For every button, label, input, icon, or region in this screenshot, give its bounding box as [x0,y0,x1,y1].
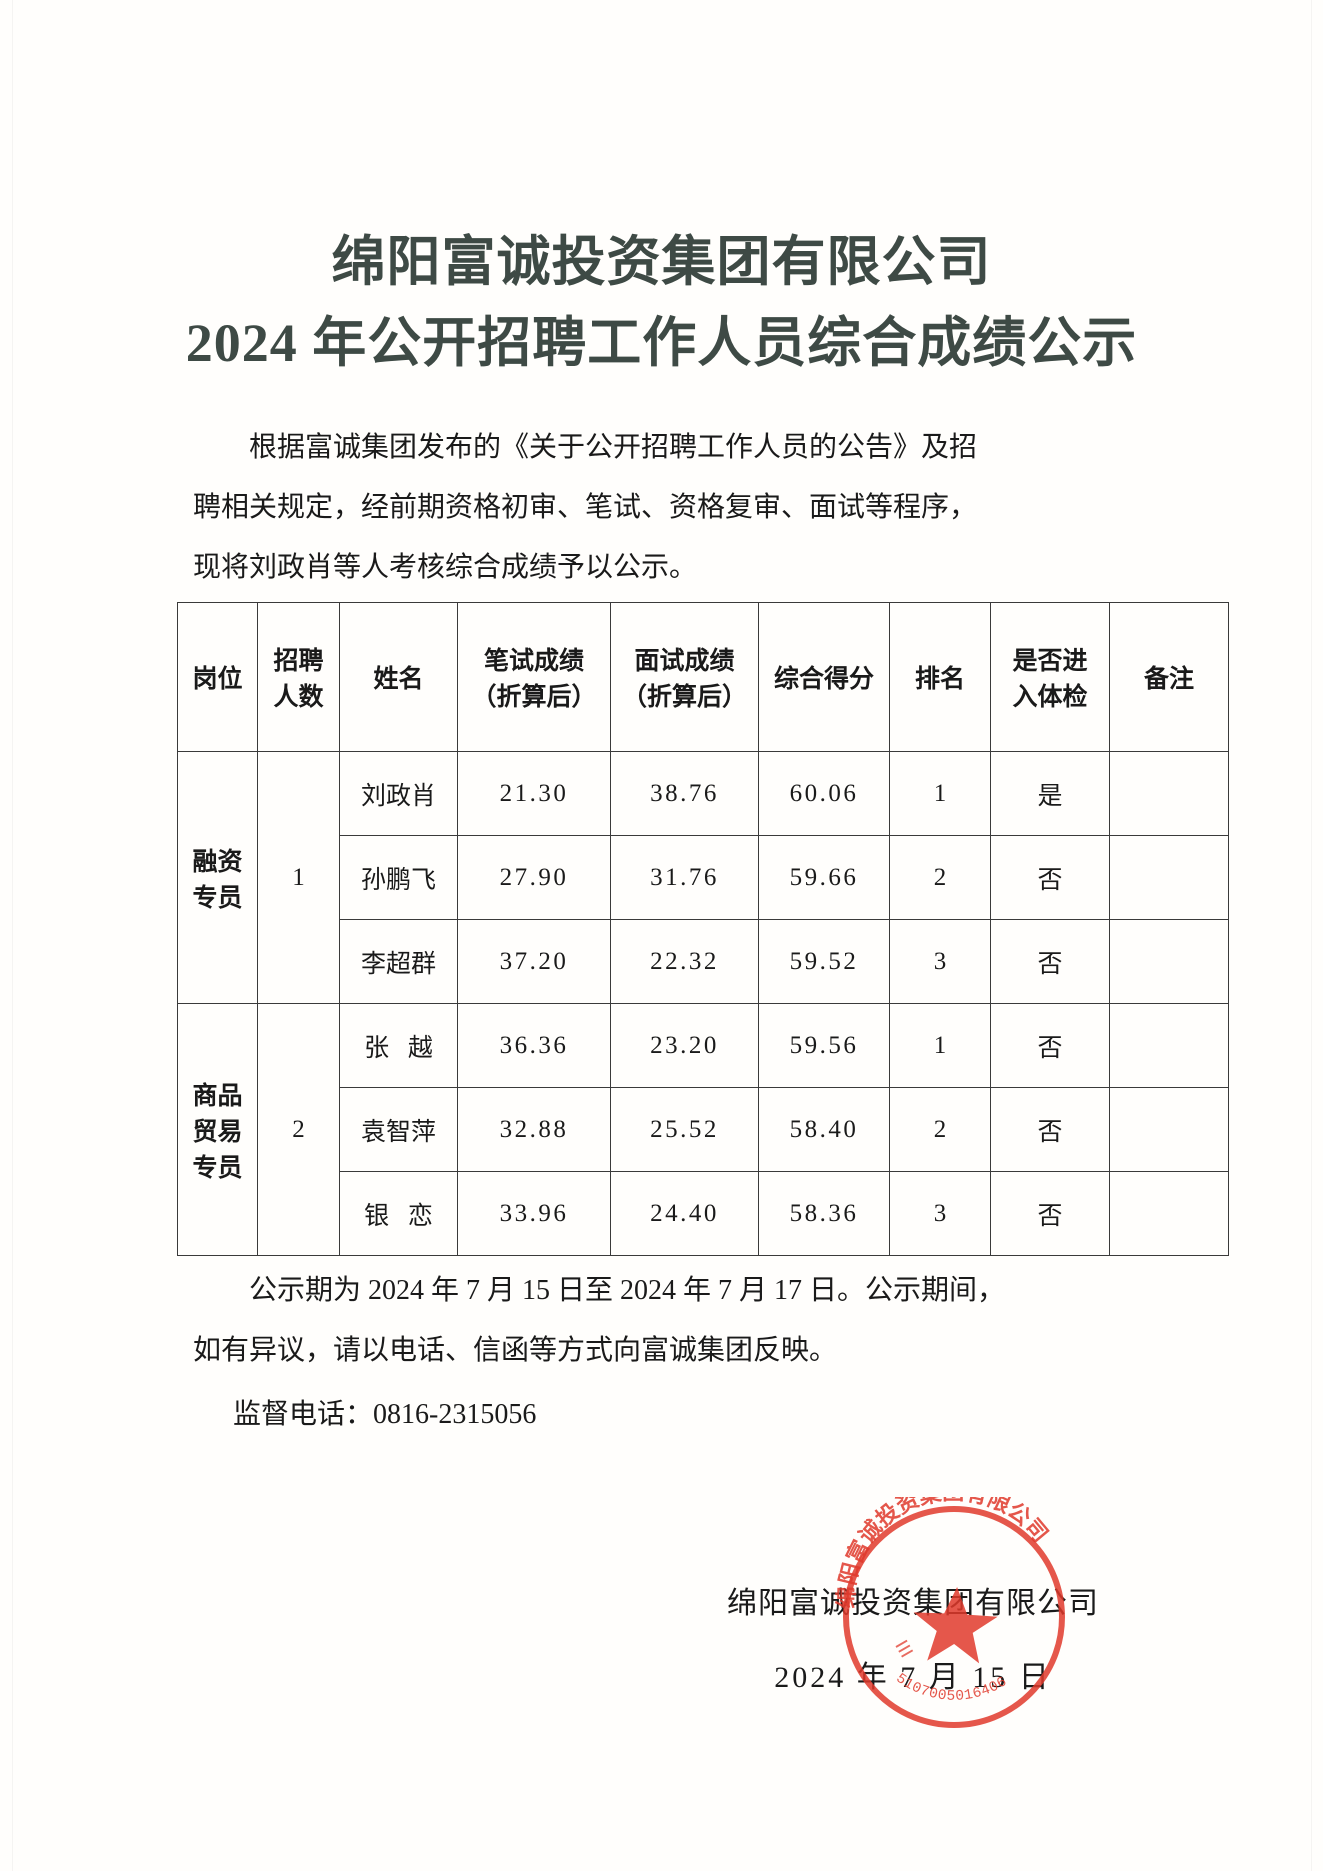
svg-text:绵阳富诚投资集团有限公司: 绵阳富诚投资集团有限公司 [834,1497,1053,1609]
svg-text:5107005016406: 5107005016406 [893,1671,1011,1705]
